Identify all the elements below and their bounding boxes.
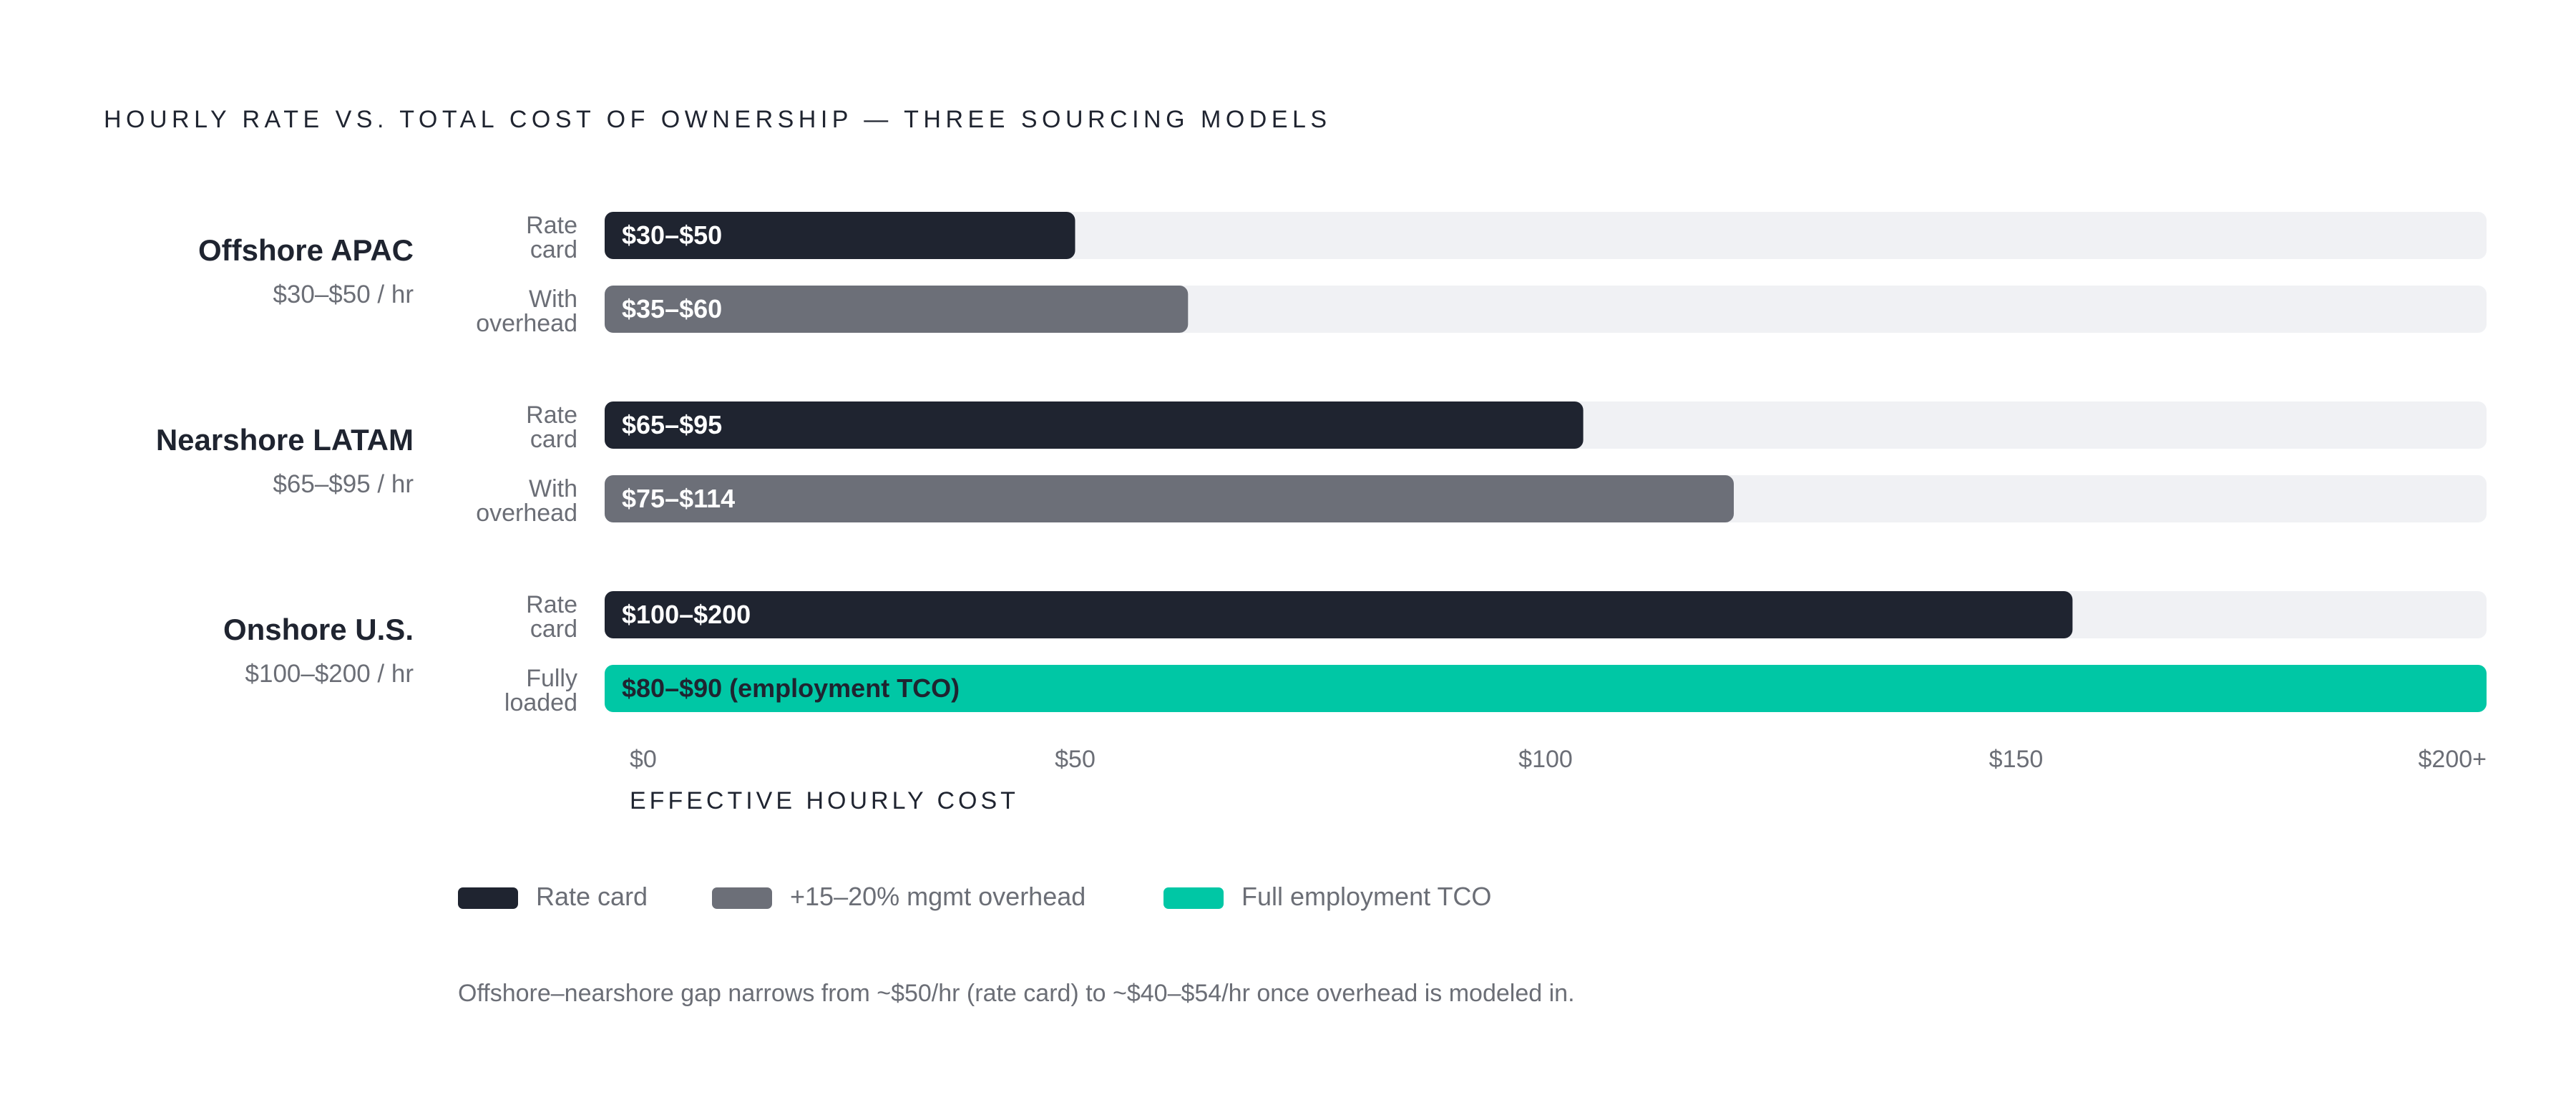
group-name: Onshore U.S. [223,613,414,646]
x-axis-label: EFFECTIVE HOURLY COST [630,787,1019,814]
x-tick-label: $200+ [2419,746,2487,773]
row-label: Rate [526,591,577,618]
group-subtitle: $100–$200 / hr [245,660,414,688]
row-label: loaded [504,689,577,716]
row-label: With [529,286,577,313]
bar [605,286,1189,333]
row-label: card [530,615,577,643]
row-label: Rate [526,212,577,239]
row-label: card [530,236,577,263]
x-tick-label: $100 [1518,746,1573,773]
legend-label: Full employment TCO [1241,882,1491,911]
legend-swatch [458,887,518,909]
group-name: Nearshore LATAM [156,423,414,457]
bar-value-label: $100–$200 [622,600,751,629]
bar-value-label: $75–$114 [622,484,735,513]
row-label: overhead [476,500,577,527]
x-tick-label: $50 [1055,746,1096,773]
bar [605,591,2073,638]
bar [605,475,1734,522]
bar-value-label: $65–$95 [622,410,722,439]
row-label: Fully [526,665,577,692]
row-label: With [529,475,577,502]
row-label: overhead [476,310,577,337]
x-tick-label: $150 [1989,746,2044,773]
legend: Rate card +15–20% mgmt overhead Full emplo… [458,882,1491,911]
group-subtitle: $65–$95 / hr [273,470,414,498]
bar-value-label: $80–$90 (employment TCO) [622,673,960,703]
bar [605,401,1584,449]
chart-title: HOURLY RATE VS. TOTAL COST OF OWNERSHIP … [104,106,1332,133]
bar-value-label: $30–$50 [622,220,722,250]
group-subtitle: $30–$50 / hr [273,281,414,308]
bar-value-label: $35–$60 [622,294,722,323]
legend-label: +15–20% mgmt overhead [790,882,1085,911]
bar [605,212,1075,259]
bar [605,665,2487,712]
x-tick-label: $0 [630,746,657,773]
group-name: Offshore APAC [198,233,414,267]
x-axis: $0 $50 $100 $150 $200+ [630,746,2487,773]
legend-swatch [1163,887,1224,909]
row-label: card [530,426,577,453]
legend-swatch [712,887,772,909]
legend-label: Rate card [536,882,648,911]
footnote: Offshore–nearshore gap narrows from ~$50… [458,980,1575,1007]
row-label: Rate [526,401,577,429]
